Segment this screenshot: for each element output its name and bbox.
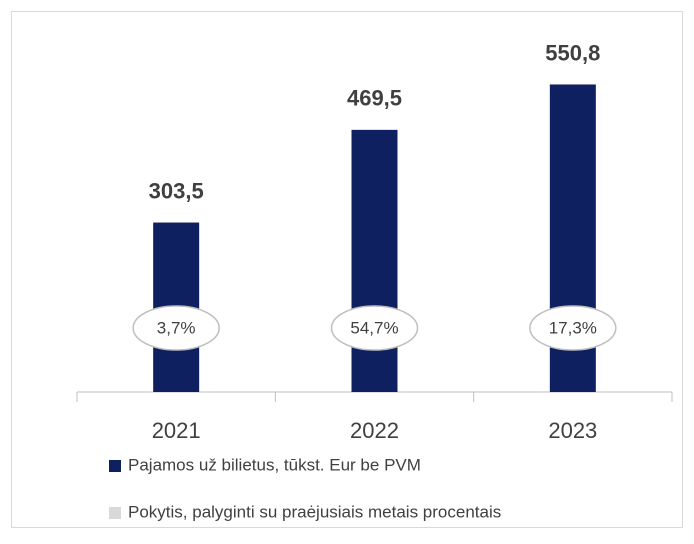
change-label: 54,7% (350, 318, 398, 337)
change-bubble (132, 305, 220, 351)
legend-swatch (109, 460, 121, 472)
data-label: 469,5 (347, 86, 402, 111)
change-label: 3,7% (157, 318, 196, 337)
data-label: 550,8 (545, 40, 600, 65)
data-label: 303,5 (149, 178, 204, 203)
x-tick-label: 2021 (152, 418, 201, 443)
x-tick-label: 2023 (548, 418, 597, 443)
change-bubble (330, 305, 419, 351)
legend-label: Pokytis, palyginti su praėjusiais metais… (128, 502, 501, 521)
bar (351, 129, 398, 393)
change-bubble (529, 305, 617, 351)
legend-label: Pajamos už bilietus, tūkst. Eur be PVM (128, 455, 421, 474)
legend-swatch (109, 507, 121, 519)
x-tick-label: 2022 (350, 418, 399, 443)
change-label: 17,3% (549, 318, 597, 337)
